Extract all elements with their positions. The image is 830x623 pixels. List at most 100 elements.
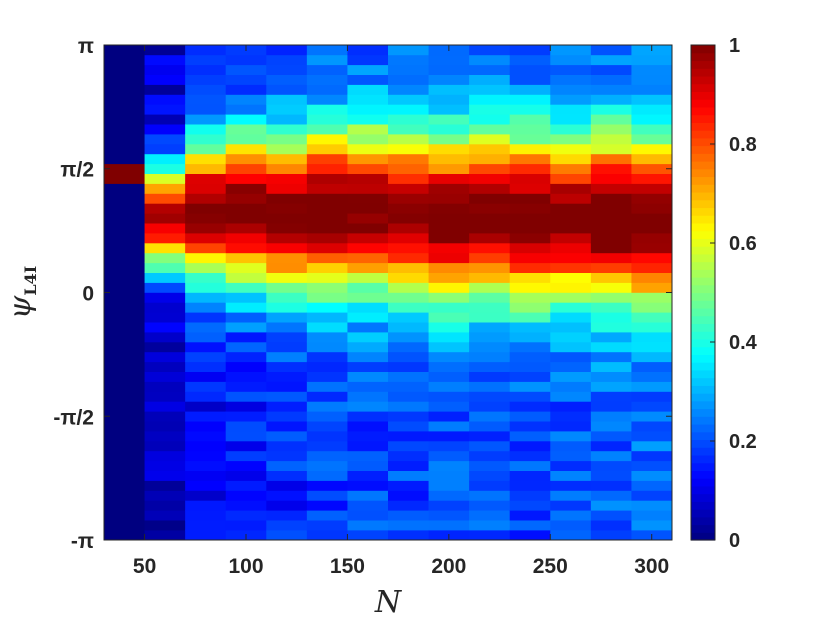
heatmap-cell: [306, 401, 348, 412]
heatmap-cell: [225, 500, 267, 511]
heatmap-cell: [347, 361, 389, 372]
heatmap-cell: [550, 262, 592, 273]
heatmap-cell: [590, 341, 632, 353]
heatmap-cell: [469, 430, 511, 442]
heatmap-cell: [225, 490, 267, 501]
heatmap-cell: [590, 153, 632, 165]
heatmap-cell: [347, 411, 389, 422]
heatmap-cell: [266, 193, 308, 204]
heatmap-cell: [144, 351, 186, 363]
heatmap-cell: [550, 460, 592, 471]
heatmap-cell: [144, 54, 186, 66]
heatmap-cell: [225, 222, 267, 234]
heatmap-cell: [104, 381, 145, 392]
colorbar-step: [691, 354, 715, 363]
heatmap-cell: [388, 401, 429, 412]
x-axis-ticks: 50 100 150 200 250 300: [133, 45, 669, 578]
heatmap-cell: [590, 54, 632, 66]
heatmap-cell: [225, 411, 267, 422]
heatmap-cell: [590, 203, 632, 214]
heatmap-cell: [550, 213, 592, 224]
heatmap-cell: [509, 173, 551, 184]
heatmap-cell: [347, 529, 389, 541]
heatmap-cell: [590, 420, 632, 432]
colorbar-step: [691, 532, 715, 541]
heatmap-cell: [590, 480, 632, 491]
heatmap-cell: [590, 173, 632, 184]
heatmap-cell: [104, 84, 145, 95]
heatmap-cell: [266, 64, 308, 75]
heatmap-cell: [306, 114, 348, 125]
heatmap-cell: [469, 480, 511, 491]
heatmap-cell: [225, 114, 267, 125]
heatmap-cell: [550, 470, 592, 481]
heatmap-cell: [225, 74, 267, 85]
heatmap-cell: [347, 470, 389, 481]
heatmap-cell: [469, 123, 511, 135]
heatmap-cell: [185, 203, 227, 214]
colorbar-step: [691, 331, 715, 340]
heatmap-cell: [306, 411, 348, 422]
heatmap-cell: [306, 460, 348, 471]
heatmap-cell: [104, 213, 145, 224]
heatmap-cell: [185, 242, 227, 254]
heatmap-cell: [266, 440, 308, 452]
heatmap-cell: [225, 391, 267, 402]
heatmap-cell: [347, 232, 389, 244]
colorbar-step: [691, 246, 715, 255]
heatmap-cell: [469, 420, 511, 432]
heatmap-cell: [550, 361, 592, 372]
heatmap-cell: [388, 133, 429, 145]
heatmap-cell: [306, 104, 348, 115]
heatmap-cell: [469, 470, 511, 481]
y-tick-label: π/2: [60, 159, 94, 182]
heatmap-cell: [144, 510, 186, 521]
heatmap-cell: [550, 519, 592, 531]
heatmap-cell: [144, 222, 186, 234]
heatmap-cell: [631, 440, 673, 452]
heatmap-cell: [428, 213, 470, 224]
y-axis-title: ψL4I: [3, 266, 40, 319]
heatmap-cell: [306, 54, 348, 66]
heatmap-cell: [185, 470, 227, 481]
heatmap-cell: [185, 232, 227, 244]
heatmap-cell: [469, 490, 511, 501]
heatmap-cell: [631, 450, 673, 462]
heatmap-cell: [225, 262, 267, 273]
heatmap-cell: [225, 143, 267, 155]
heatmap-cell: [185, 173, 227, 184]
colorbar-step: [691, 253, 715, 263]
colorbar-step: [691, 408, 715, 417]
heatmap-cell: [388, 430, 429, 442]
heatmap-cell: [550, 381, 592, 392]
heatmap-cell: [590, 351, 632, 363]
heatmap-cell: [266, 104, 308, 115]
heatmap-cell: [306, 94, 348, 105]
heatmap-cell: [347, 401, 389, 412]
heatmap-cell: [266, 331, 308, 343]
heatmap-cell: [428, 163, 470, 174]
heatmap-cell: [185, 64, 227, 75]
heatmap-cell: [104, 292, 145, 303]
heatmap-cell: [590, 262, 632, 273]
colorbar-step: [691, 261, 715, 270]
heatmap-cell: [185, 153, 227, 165]
heatmap-cell: [104, 242, 145, 254]
heatmap-cell: [185, 480, 227, 491]
heatmap-cell: [631, 84, 673, 95]
heatmap-cell: [469, 321, 511, 333]
heatmap-cell: [428, 361, 470, 372]
heatmap-cell: [550, 114, 592, 125]
heatmap-cell: [469, 74, 511, 85]
heatmap-cell: [185, 450, 227, 462]
x-tick-label: 250: [533, 555, 568, 578]
heatmap-cell: [306, 282, 348, 293]
heatmap-cell: [266, 460, 308, 471]
heatmap-cell: [388, 391, 429, 402]
heatmap-cell: [428, 232, 470, 244]
heatmap-cell: [469, 282, 511, 293]
heatmap-cell: [144, 64, 186, 75]
heatmap-cell: [590, 292, 632, 303]
heatmap-cell: [590, 163, 632, 174]
